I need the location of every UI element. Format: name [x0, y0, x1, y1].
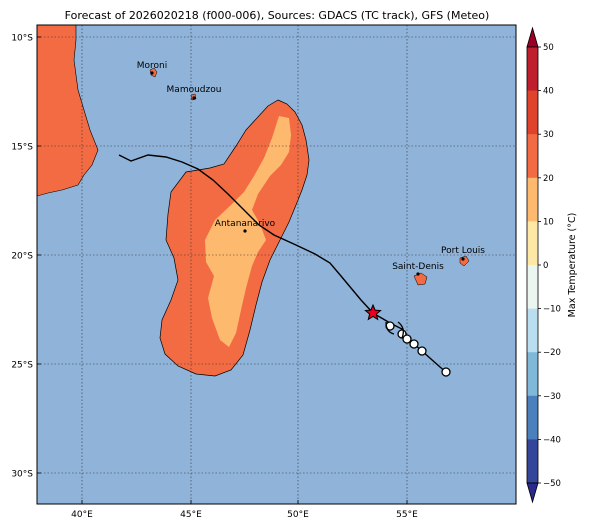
city-dot [150, 71, 154, 75]
lon-tick-label: 50°E [287, 510, 309, 520]
colorbar-segment [527, 265, 538, 310]
tc-track-line [118, 154, 374, 314]
colorbar-tick-label: −20 [543, 348, 561, 358]
lat-tick-label: 25°S [11, 361, 33, 371]
colorbar-tick-label: 40 [543, 87, 554, 97]
city-label: Mamoudzou [167, 85, 222, 95]
city-dot [461, 257, 465, 261]
colorbar-segment [527, 395, 538, 440]
colorbar-segment [527, 134, 538, 179]
colorbar-segment [527, 90, 538, 135]
forecast-cone-arc [385, 321, 395, 335]
colorbar-tick-label: −30 [543, 392, 561, 402]
madagascar-highland [205, 116, 291, 347]
city-dot [416, 272, 420, 276]
lon-tick-label: 45°E [180, 510, 202, 520]
colorbar-tick-label: 50 [543, 43, 554, 53]
city-label: Moroni [137, 61, 168, 71]
colorbar-tick-label: 30 [543, 130, 554, 140]
city-label: Antananarivo [215, 219, 276, 229]
colorbar-segment [527, 221, 538, 266]
colorbar-segment [527, 352, 538, 397]
colorbar-extend-bottom [526, 482, 539, 504]
forecast-cone-arc [397, 321, 404, 339]
colorbar-tick-label: 0 [543, 261, 548, 271]
colorbar-segment [527, 177, 538, 222]
city-dot [243, 229, 247, 233]
circle-icon [441, 367, 451, 377]
colorbar-tick-label: 20 [543, 174, 554, 184]
lat-tick-label: 30°S [11, 470, 33, 480]
colorbar-extend-top [526, 26, 539, 48]
forecast-markers [385, 321, 451, 377]
colorbar-tick-label: −50 [543, 479, 561, 489]
lon-tick-label: 55°E [396, 510, 418, 520]
colorbar-segment [527, 47, 538, 92]
lat-tick-label: 10°S [11, 34, 33, 44]
city-label: Saint-Denis [392, 262, 444, 272]
city-dot [192, 96, 196, 100]
lat-tick-label: 20°S [11, 252, 33, 262]
circle-icon [409, 339, 419, 349]
colorbar-tick-label: 10 [543, 217, 554, 227]
temperature-colorbar: 50 40 30 20 10 0 −10 −20 −30 −40 −50 [526, 26, 561, 504]
lon-tick-label: 40°E [71, 510, 93, 520]
colorbar-segment [527, 308, 538, 353]
colorbar-segment [527, 439, 538, 484]
city-markers: Moroni Mamoudzou Antananarivo Saint-Denis Po… [137, 61, 485, 276]
colorbar-tick-label: −10 [543, 305, 561, 315]
lat-tick-label: 15°S [11, 143, 33, 153]
city-label: Port Louis [441, 246, 485, 256]
reunion-island [413, 272, 428, 286]
axis-ticks: 10°S 15°S 20°S 25°S 30°S 40°E 45°E 50°E 55°E [11, 34, 418, 521]
circle-icon [417, 346, 427, 356]
map-title: Forecast of 2026020218 (f000-006), Sourc… [65, 9, 490, 22]
star-icon [364, 303, 382, 321]
african-coast-land [37, 25, 99, 197]
map-frame [36, 24, 517, 505]
ocean [37, 25, 516, 504]
colorbar-label: Max Temperature (°C) [567, 213, 578, 318]
circle-icon [402, 334, 412, 344]
colorbar-tick-label: −40 [543, 435, 561, 445]
